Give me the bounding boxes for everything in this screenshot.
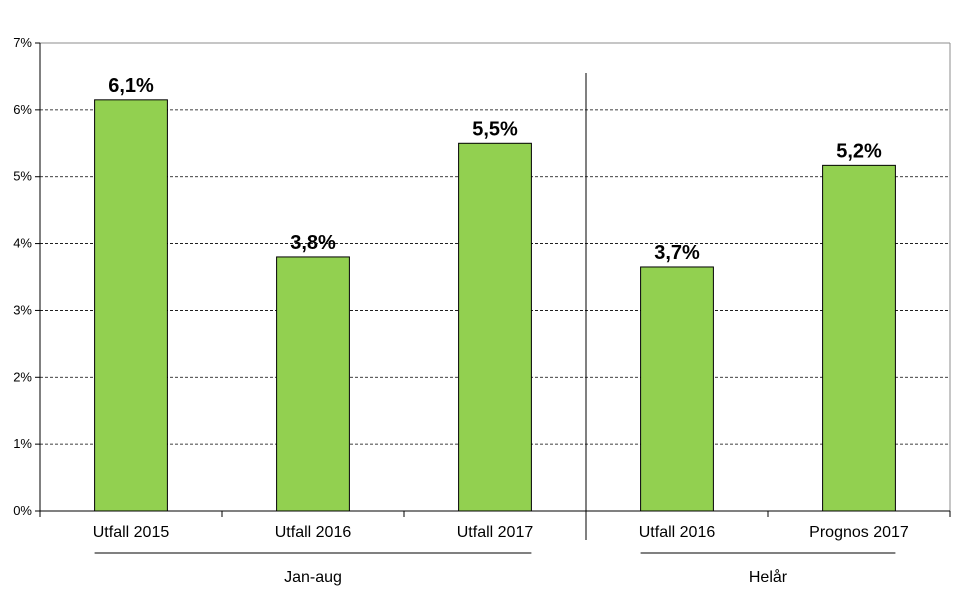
y-tick-label: 5% xyxy=(13,169,32,184)
y-tick-label: 3% xyxy=(13,302,32,317)
group-label: Jan-aug xyxy=(284,569,342,586)
x-category-label: Prognos 2017 xyxy=(809,524,909,541)
x-category-label: Utfall 2015 xyxy=(93,524,170,541)
data-label: 3,7% xyxy=(654,242,700,264)
bar xyxy=(94,99,168,512)
x-category-label: Utfall 2016 xyxy=(275,524,352,541)
y-tick-label: 1% xyxy=(13,436,32,451)
bar xyxy=(822,164,896,512)
y-tick-label: 2% xyxy=(13,369,32,384)
bar xyxy=(458,142,532,512)
y-tick-label: 0% xyxy=(13,503,32,518)
data-label: 5,5% xyxy=(472,118,518,140)
y-tick-label: 6% xyxy=(13,102,32,117)
x-category-label: Utfall 2016 xyxy=(639,524,716,541)
data-labels: 6,1% 3,8% 5,5% 3,7% 5,2% xyxy=(108,75,882,264)
group-label: Helår xyxy=(749,568,788,586)
x-category-label: Utfall 2017 xyxy=(457,524,534,541)
bar xyxy=(640,266,714,512)
y-tick-label: 7% xyxy=(13,35,32,50)
data-label: 3,8% xyxy=(290,232,336,254)
y-tick-label: 4% xyxy=(13,236,32,251)
x-axis: Utfall 2015 Utfall 2016 Utfall 2017 Utfall … xyxy=(39,511,951,541)
plot-frame xyxy=(39,42,951,512)
category-groups: Jan-aug Helår xyxy=(94,73,896,586)
data-label: 6,1% xyxy=(108,75,154,97)
data-label: 5,2% xyxy=(836,140,882,162)
y-axis-ticks: 0% 1% 2% 3% 4% 5% 6% 7% xyxy=(13,35,40,518)
bar xyxy=(276,256,350,512)
bars xyxy=(94,99,896,512)
